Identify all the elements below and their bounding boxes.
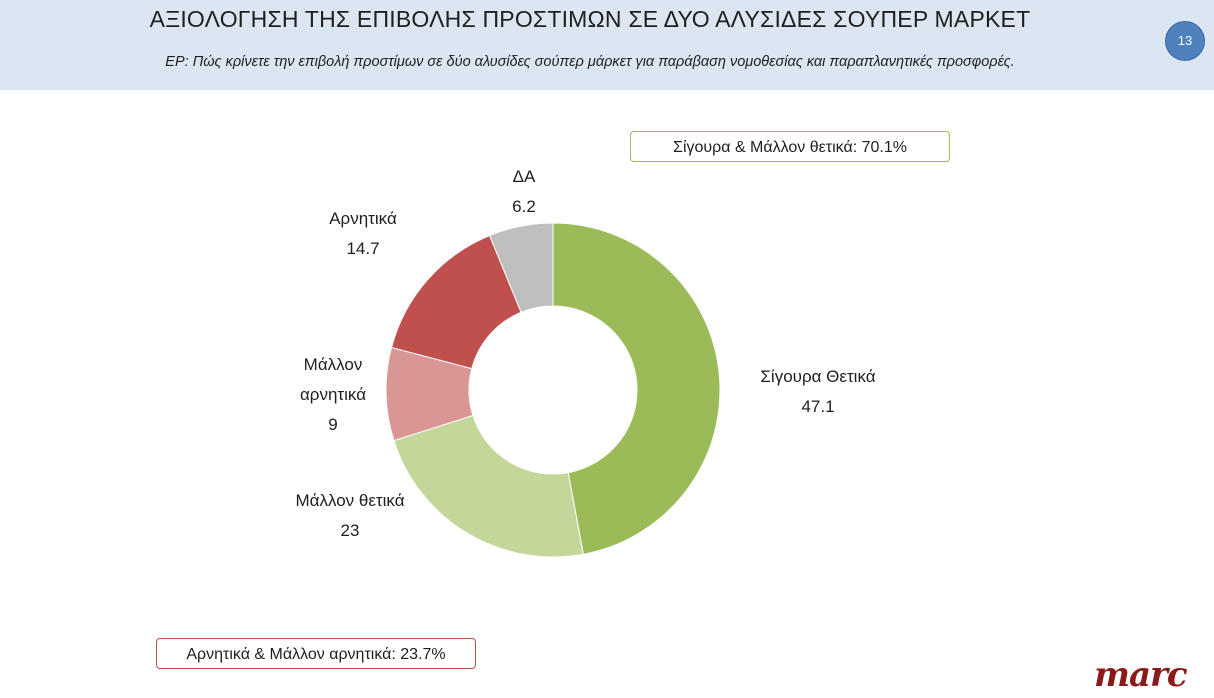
- slice-value-label: 47.1: [801, 397, 834, 416]
- question-subtitle: ΕΡ: Πώς κρίνετε την επιβολή προστίμων σε…: [165, 54, 1015, 70]
- donut-slice: [393, 414, 584, 558]
- negative-total-callout: Αρνητικά & Μάλλον αρνητικά: 23.7%: [156, 638, 476, 669]
- donut-slice: [552, 222, 721, 555]
- slice-label: Σίγουρα Θετικά: [760, 367, 875, 386]
- slice-value-label: 14.7: [346, 239, 379, 258]
- donut-slice: [488, 222, 554, 313]
- page-number-badge: 13: [1165, 21, 1205, 61]
- page-title: ΑΞΙΟΛΟΓΗΣΗ ΤΗΣ ΕΠΙΒΟΛΗΣ ΠΡΟΣΤΙΜΩΝ ΣΕ ΔΥΟ…: [149, 6, 1031, 32]
- positive-total-callout: Σίγουρα & Μάλλον θετικά: 70.1%: [630, 131, 950, 162]
- marc-logo: marc: [1094, 655, 1188, 695]
- slice-value-label: 23: [341, 521, 360, 540]
- header-band: ΑΞΙΟΛΟΓΗΣΗ ΤΗΣ ΕΠΙΒΟΛΗΣ ΠΡΟΣΤΙΜΩΝ ΣΕ ΔΥΟ…: [0, 0, 1214, 90]
- slice-label: Μάλλον αρνητικά: [300, 355, 366, 404]
- slice-value-label: 9: [328, 415, 337, 434]
- slice-label: ΔΑ: [513, 167, 536, 186]
- slice-label: Μάλλον θετικά: [295, 491, 404, 510]
- slice-label: Αρνητικά: [329, 209, 397, 228]
- slice-value-label: 6.2: [512, 197, 536, 216]
- donut-chart: Σίγουρα Θετικά 47.1 Μάλλον θετικά 23 Μάλλον α…: [295, 167, 876, 558]
